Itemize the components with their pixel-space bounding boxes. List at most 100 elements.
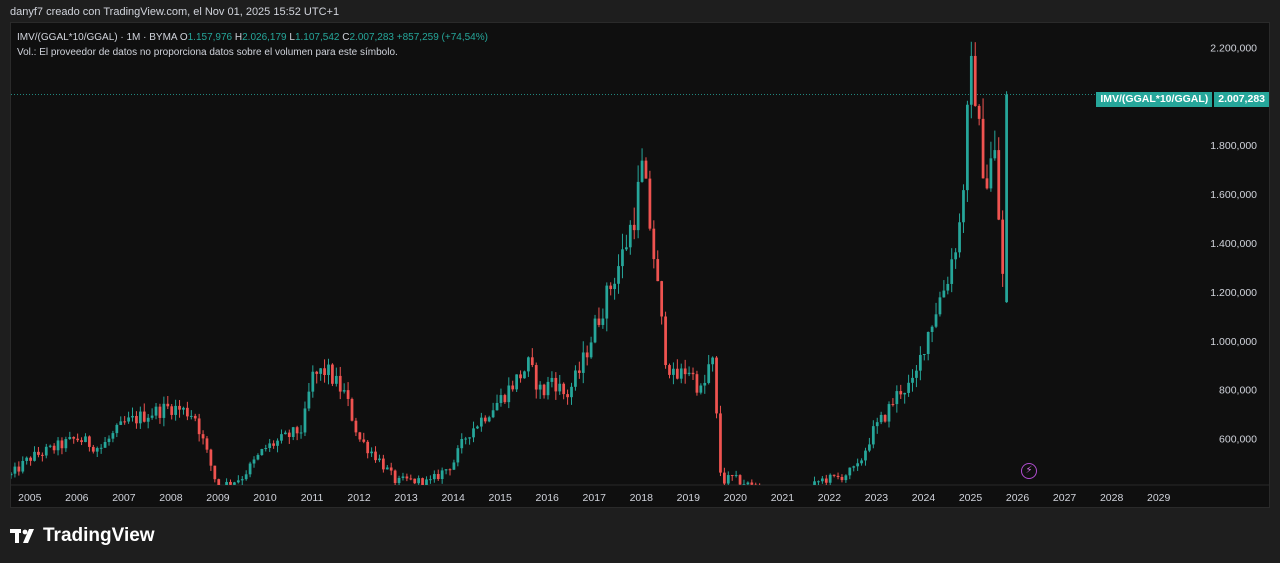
candle-up: [848, 467, 852, 476]
candle-up: [726, 475, 730, 484]
candle-down: [644, 160, 648, 179]
candle-down: [331, 364, 334, 384]
candle-up: [499, 395, 503, 403]
candle-up: [903, 392, 907, 395]
candle-down: [362, 439, 366, 442]
candle-down: [985, 178, 989, 189]
candle-up: [452, 462, 456, 470]
y-tick-label: 1.600,000: [1210, 189, 1257, 201]
x-tick-label: 2020: [724, 492, 748, 504]
price-tag-value: 2.007,283: [1214, 92, 1269, 107]
candle-up: [746, 482, 750, 485]
candle-down: [436, 474, 440, 480]
candle-down: [668, 365, 671, 375]
candle-down: [664, 316, 667, 366]
candle-up: [538, 384, 542, 390]
candle-down: [511, 385, 515, 390]
candle-up: [605, 285, 609, 319]
candle-up: [56, 440, 60, 451]
candle-up: [581, 352, 585, 373]
candle-down: [750, 482, 754, 485]
candle-down: [632, 224, 636, 231]
candle-up: [640, 160, 644, 182]
candle-up: [385, 467, 389, 470]
chart-pane[interactable]: 600,000 800,000 1.000,000 1.200,000 1.400,00…: [10, 22, 1270, 508]
candle-down: [213, 465, 217, 480]
candle-up: [926, 331, 930, 354]
candle-up: [871, 426, 875, 445]
x-tick-label: 2025: [959, 492, 983, 504]
candle-up: [868, 444, 871, 451]
candle-up: [946, 283, 950, 291]
close-value: 2.007,283: [349, 32, 394, 43]
candle-up: [25, 457, 29, 461]
candle-up: [969, 55, 973, 105]
candle-up: [174, 405, 177, 415]
candle-down: [201, 434, 205, 439]
x-tick-label: 2029: [1147, 492, 1171, 504]
candle-down: [209, 449, 213, 466]
candle-up: [617, 266, 620, 284]
candle-down: [652, 228, 656, 260]
candle-down: [346, 390, 350, 399]
candle-down: [483, 417, 487, 422]
candle-up: [550, 377, 554, 382]
candle-up: [887, 404, 891, 422]
candle-down: [683, 368, 687, 375]
candle-up: [429, 479, 432, 481]
candle-up: [131, 415, 134, 418]
candle-down: [393, 470, 397, 484]
candle-down: [648, 178, 652, 229]
candle-down: [554, 377, 558, 392]
candle-down: [566, 394, 569, 398]
candle-up: [472, 428, 475, 438]
candle-up: [993, 150, 997, 159]
candle-down: [142, 411, 146, 422]
symbol-label[interactable]: IMV/(GGAL*10/GGAL) · 1M · BYMA: [17, 32, 178, 43]
last-price-tag: IMV/(GGAL*10/GGAL) 2.007,283: [1096, 92, 1269, 107]
candle-up: [742, 484, 746, 485]
candle-up: [593, 318, 597, 343]
change-value: +857,259 (+74,54%): [396, 32, 488, 43]
candle-down: [178, 405, 181, 410]
candle-up: [487, 417, 491, 422]
candle-up: [703, 382, 707, 386]
candle-down: [29, 457, 32, 461]
candle-up: [342, 390, 346, 392]
candle-down: [413, 478, 417, 484]
candle-up: [625, 247, 628, 250]
candle-up: [476, 426, 479, 429]
candle-up: [162, 403, 166, 418]
candle-up: [138, 411, 142, 424]
candle-up: [938, 297, 942, 315]
candle-down: [730, 475, 734, 477]
candle-up: [601, 318, 605, 325]
candle-up: [44, 446, 48, 456]
candle-up: [911, 377, 914, 383]
candle-up: [954, 252, 958, 260]
candle-up: [813, 481, 816, 485]
candle-up: [918, 354, 922, 371]
candle-up: [256, 455, 260, 460]
candle-up: [495, 402, 499, 411]
x-tick-label: 2021: [771, 492, 795, 504]
candlestick-chart[interactable]: 600,000 800,000 1.000,000 1.200,000 1.400,00…: [11, 23, 1269, 507]
high-value: 2.026,179: [242, 32, 287, 43]
candle-down: [723, 472, 726, 484]
candle-up: [628, 224, 632, 248]
candle-up: [879, 414, 883, 423]
tradingview-logo[interactable]: TradingView: [10, 525, 155, 547]
candle-down: [695, 374, 699, 393]
x-tick-label: 2006: [65, 492, 89, 504]
candle-down: [405, 476, 409, 479]
candle-up: [248, 463, 252, 475]
candle-up: [672, 368, 675, 375]
bolt-icon[interactable]: ⚡: [1021, 463, 1037, 479]
x-tick-label: 2014: [441, 492, 465, 504]
candle-up: [699, 385, 703, 393]
candle-up: [950, 259, 954, 284]
candle-down: [660, 281, 664, 317]
candle-down: [997, 150, 1001, 220]
candle-down: [691, 372, 695, 375]
candle-up: [397, 477, 401, 484]
